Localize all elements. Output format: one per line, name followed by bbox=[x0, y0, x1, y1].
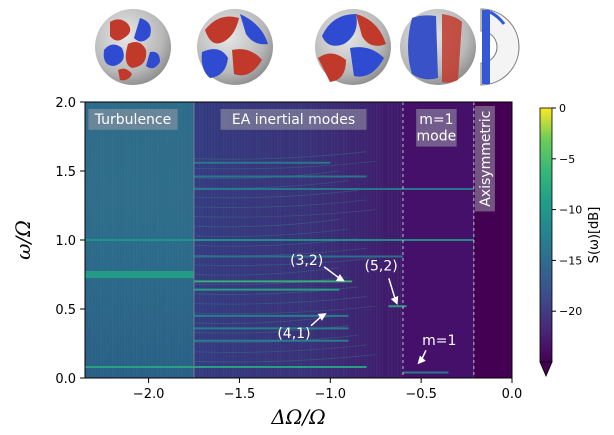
colorbar-ticks: 0 −5 −10 −15 −20 bbox=[552, 102, 582, 318]
region-label-turbulence: Turbulence bbox=[88, 109, 178, 130]
y-axis-label: ω/Ω bbox=[11, 220, 35, 260]
colorbar-extend-triangle bbox=[539, 361, 553, 378]
texture-ridge bbox=[194, 199, 367, 208]
region-label-text: EA inertial modes bbox=[232, 112, 355, 128]
region-label-text: Axisymmetric bbox=[478, 111, 494, 207]
region-label-ea: EA inertial modes bbox=[220, 109, 367, 130]
sphere-turbulence-image bbox=[95, 9, 171, 85]
y-axis-ticks: 0.0 0.5 1.0 1.5 2.0 bbox=[55, 96, 85, 387]
annotation-arrowhead bbox=[335, 273, 345, 282]
colorbar-label: S(ω)[dB] bbox=[587, 207, 602, 264]
colorbar-tick-label: 0 bbox=[559, 102, 566, 115]
y-tick-label: 1.0 bbox=[55, 234, 76, 249]
x-axis-ticks: −2.0 −1.5 −1.0 −0.5 0.0 bbox=[133, 378, 523, 402]
annotation-label: (5,2) bbox=[365, 258, 398, 274]
colorbar-tick-label: −20 bbox=[559, 305, 582, 318]
region-boundaries bbox=[193, 102, 475, 378]
region-label-text: m=1 bbox=[419, 112, 453, 128]
annotation-arrowhead bbox=[417, 355, 426, 365]
region-label-bg bbox=[474, 106, 495, 212]
cross-section-image bbox=[480, 8, 520, 86]
texture-ridge bbox=[194, 218, 340, 228]
x-axis-label: ΔΩ/Ω bbox=[270, 405, 325, 429]
texture-ridge bbox=[194, 160, 376, 170]
sphere-mode-a-image bbox=[197, 9, 273, 85]
texture-ridge bbox=[194, 189, 358, 199]
y-tick-label: 2.0 bbox=[55, 96, 76, 111]
sphere-m1-image bbox=[400, 9, 476, 85]
texture-ridge bbox=[194, 267, 340, 276]
texture-ridge bbox=[194, 209, 376, 218]
y-tick-label: 1.5 bbox=[55, 165, 76, 180]
texture-ridge bbox=[194, 305, 376, 315]
annotation-arrow bbox=[323, 266, 341, 280]
texture-ridge bbox=[194, 344, 367, 353]
texture-ridge bbox=[194, 170, 340, 179]
mode-annotations: (3,2) (4,1) (5,2) m=1 bbox=[277, 253, 456, 365]
sphere-mode-b-image bbox=[315, 9, 391, 85]
region-label-text: mode bbox=[417, 129, 457, 145]
region-label-bg bbox=[88, 109, 178, 130]
annotation-label: (4,1) bbox=[277, 326, 310, 342]
texture-ridge bbox=[194, 228, 349, 237]
y-tick-label: 0.5 bbox=[55, 303, 76, 318]
x-tick-label: −1.0 bbox=[315, 387, 347, 402]
inset-images bbox=[95, 8, 520, 86]
colorbar: 0 −5 −10 −15 −20 S(ω)[dB] bbox=[539, 102, 602, 378]
texture-ridge bbox=[194, 151, 367, 160]
annotation-label: (3,2) bbox=[290, 253, 323, 269]
texture-ridge bbox=[194, 276, 349, 286]
x-tick-label: −0.5 bbox=[405, 387, 437, 402]
colorbar-tick-label: −15 bbox=[559, 254, 582, 267]
colorbar-tick-label: −5 bbox=[559, 153, 575, 166]
annotation-arrow bbox=[388, 278, 396, 300]
region-label-text: Turbulence bbox=[94, 112, 172, 128]
annotation-label: m=1 bbox=[422, 333, 456, 349]
x-tick-label: −2.0 bbox=[133, 387, 165, 402]
annotation-arrowhead bbox=[317, 313, 327, 321]
x-tick-label: −1.5 bbox=[224, 387, 256, 402]
colorbar-gradient bbox=[539, 107, 553, 363]
texture-ridge bbox=[194, 334, 358, 344]
texture-ridge bbox=[194, 257, 376, 266]
colorbar-tick-label: −10 bbox=[559, 204, 582, 217]
y-tick-label: 0.0 bbox=[55, 372, 76, 387]
x-tick-label: 0.0 bbox=[502, 387, 523, 402]
texture-ridge bbox=[194, 296, 367, 305]
region-label-axisymmetric: Axisymmetric bbox=[474, 106, 495, 212]
region-label-bg bbox=[416, 109, 457, 147]
texture-ridge bbox=[194, 354, 376, 363]
region-label-bg bbox=[220, 109, 367, 130]
annotation-arrowhead bbox=[390, 295, 399, 305]
annotation-arrow bbox=[310, 315, 323, 327]
